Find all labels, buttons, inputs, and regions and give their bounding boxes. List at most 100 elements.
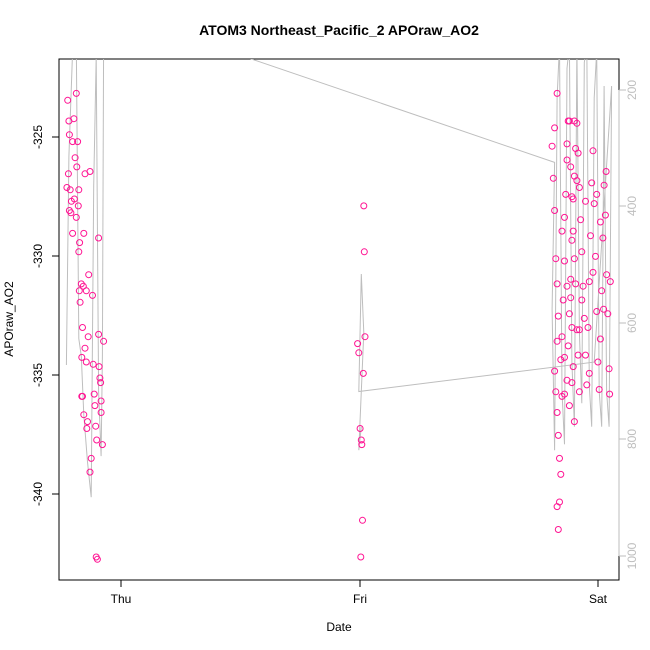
- right-y-tick-label: 800: [625, 429, 639, 449]
- data-point: [567, 294, 575, 302]
- data-point: [69, 229, 77, 237]
- data-point: [97, 379, 105, 387]
- data-point: [552, 388, 560, 396]
- data-point: [87, 454, 95, 462]
- data-point: [557, 356, 565, 364]
- data-point: [361, 333, 369, 341]
- altitude-line: [65, 59, 613, 498]
- data-point: [354, 340, 362, 348]
- data-point: [85, 271, 93, 279]
- data-point: [79, 324, 86, 331]
- right-y-tick-label: 600: [625, 313, 639, 333]
- data-point: [93, 436, 101, 444]
- data-point: [575, 388, 583, 396]
- data-point: [72, 89, 80, 97]
- data-point: [78, 353, 86, 361]
- y-tick-label: -340: [31, 482, 45, 506]
- data-point: [70, 115, 78, 123]
- data-point: [599, 234, 607, 242]
- data-point: [74, 202, 82, 210]
- data-point: [69, 138, 77, 146]
- data-point: [84, 333, 92, 341]
- data-point: [600, 305, 608, 313]
- data-point: [593, 308, 601, 315]
- data-point: [70, 195, 78, 203]
- right-y-tick-label: 1000: [625, 542, 639, 569]
- data-point: [75, 186, 83, 194]
- data-point: [561, 353, 568, 361]
- data-point: [587, 232, 594, 240]
- data-point: [563, 282, 571, 290]
- data-point: [598, 287, 606, 295]
- data-point: [356, 425, 364, 432]
- data-point: [595, 386, 603, 393]
- data-point: [89, 360, 97, 368]
- y-axis-label: APOraw_AO2: [2, 281, 16, 357]
- data-point: [65, 131, 73, 139]
- data-point: [559, 296, 567, 304]
- plot-frame: [58, 58, 620, 581]
- data-point: [589, 147, 597, 155]
- data-point: [563, 156, 571, 164]
- data-point: [553, 337, 561, 345]
- data-point: [579, 282, 587, 290]
- data-point: [549, 174, 557, 182]
- data-point: [575, 326, 583, 334]
- data-point: [90, 390, 98, 398]
- data-point: [567, 163, 575, 171]
- y-axis: -325 -330 -335 -340 APOraw_AO2: [2, 125, 60, 506]
- data-point: [562, 190, 570, 198]
- data-point: [578, 248, 586, 256]
- data-point: [76, 298, 84, 306]
- data-point: [73, 163, 81, 171]
- data-point: [82, 287, 90, 295]
- data-point: [570, 117, 578, 125]
- data-point: [360, 202, 368, 210]
- x-tick-label: Fri: [353, 592, 367, 606]
- data-point: [568, 324, 576, 331]
- data-point: [100, 337, 108, 345]
- data-point: [355, 349, 363, 357]
- data-point: [91, 402, 99, 410]
- data-point: [568, 379, 576, 387]
- data-point: [585, 369, 593, 377]
- data-point: [76, 239, 84, 247]
- data-point: [573, 177, 581, 185]
- data-point: [86, 468, 94, 476]
- data-point: [584, 324, 592, 331]
- right-y-axis: 200 400 600 800 1000: [618, 80, 639, 569]
- data-point: [572, 280, 580, 288]
- data-point: [89, 291, 96, 299]
- data-point: [588, 179, 596, 187]
- data-point: [569, 227, 577, 235]
- data-point: [565, 402, 573, 410]
- data-point: [558, 333, 566, 341]
- data-point: [77, 280, 85, 288]
- data-point: [64, 170, 72, 178]
- data-point: [98, 441, 106, 449]
- right-y-tick-label: 400: [625, 196, 639, 216]
- data-point: [80, 411, 88, 419]
- data-point: [575, 184, 583, 191]
- data-point: [556, 454, 563, 462]
- data-point: [574, 149, 582, 157]
- data-point: [357, 436, 365, 444]
- data-point: [553, 280, 561, 288]
- data-point: [570, 255, 578, 263]
- data-point: [79, 392, 86, 400]
- data-point: [606, 278, 614, 286]
- data-point: [601, 211, 609, 219]
- x-tick-label: Thu: [111, 592, 132, 606]
- data-point: [551, 207, 559, 214]
- data-point: [554, 431, 562, 439]
- data-point: [590, 200, 598, 208]
- y-tick-label: -325: [31, 125, 45, 149]
- x-tick-label: Sat: [589, 592, 608, 606]
- data-point: [81, 344, 89, 352]
- data-point: [75, 248, 83, 256]
- data-point: [72, 213, 80, 221]
- data-point: [84, 418, 91, 426]
- data-point: [605, 365, 613, 373]
- data-point: [600, 181, 608, 189]
